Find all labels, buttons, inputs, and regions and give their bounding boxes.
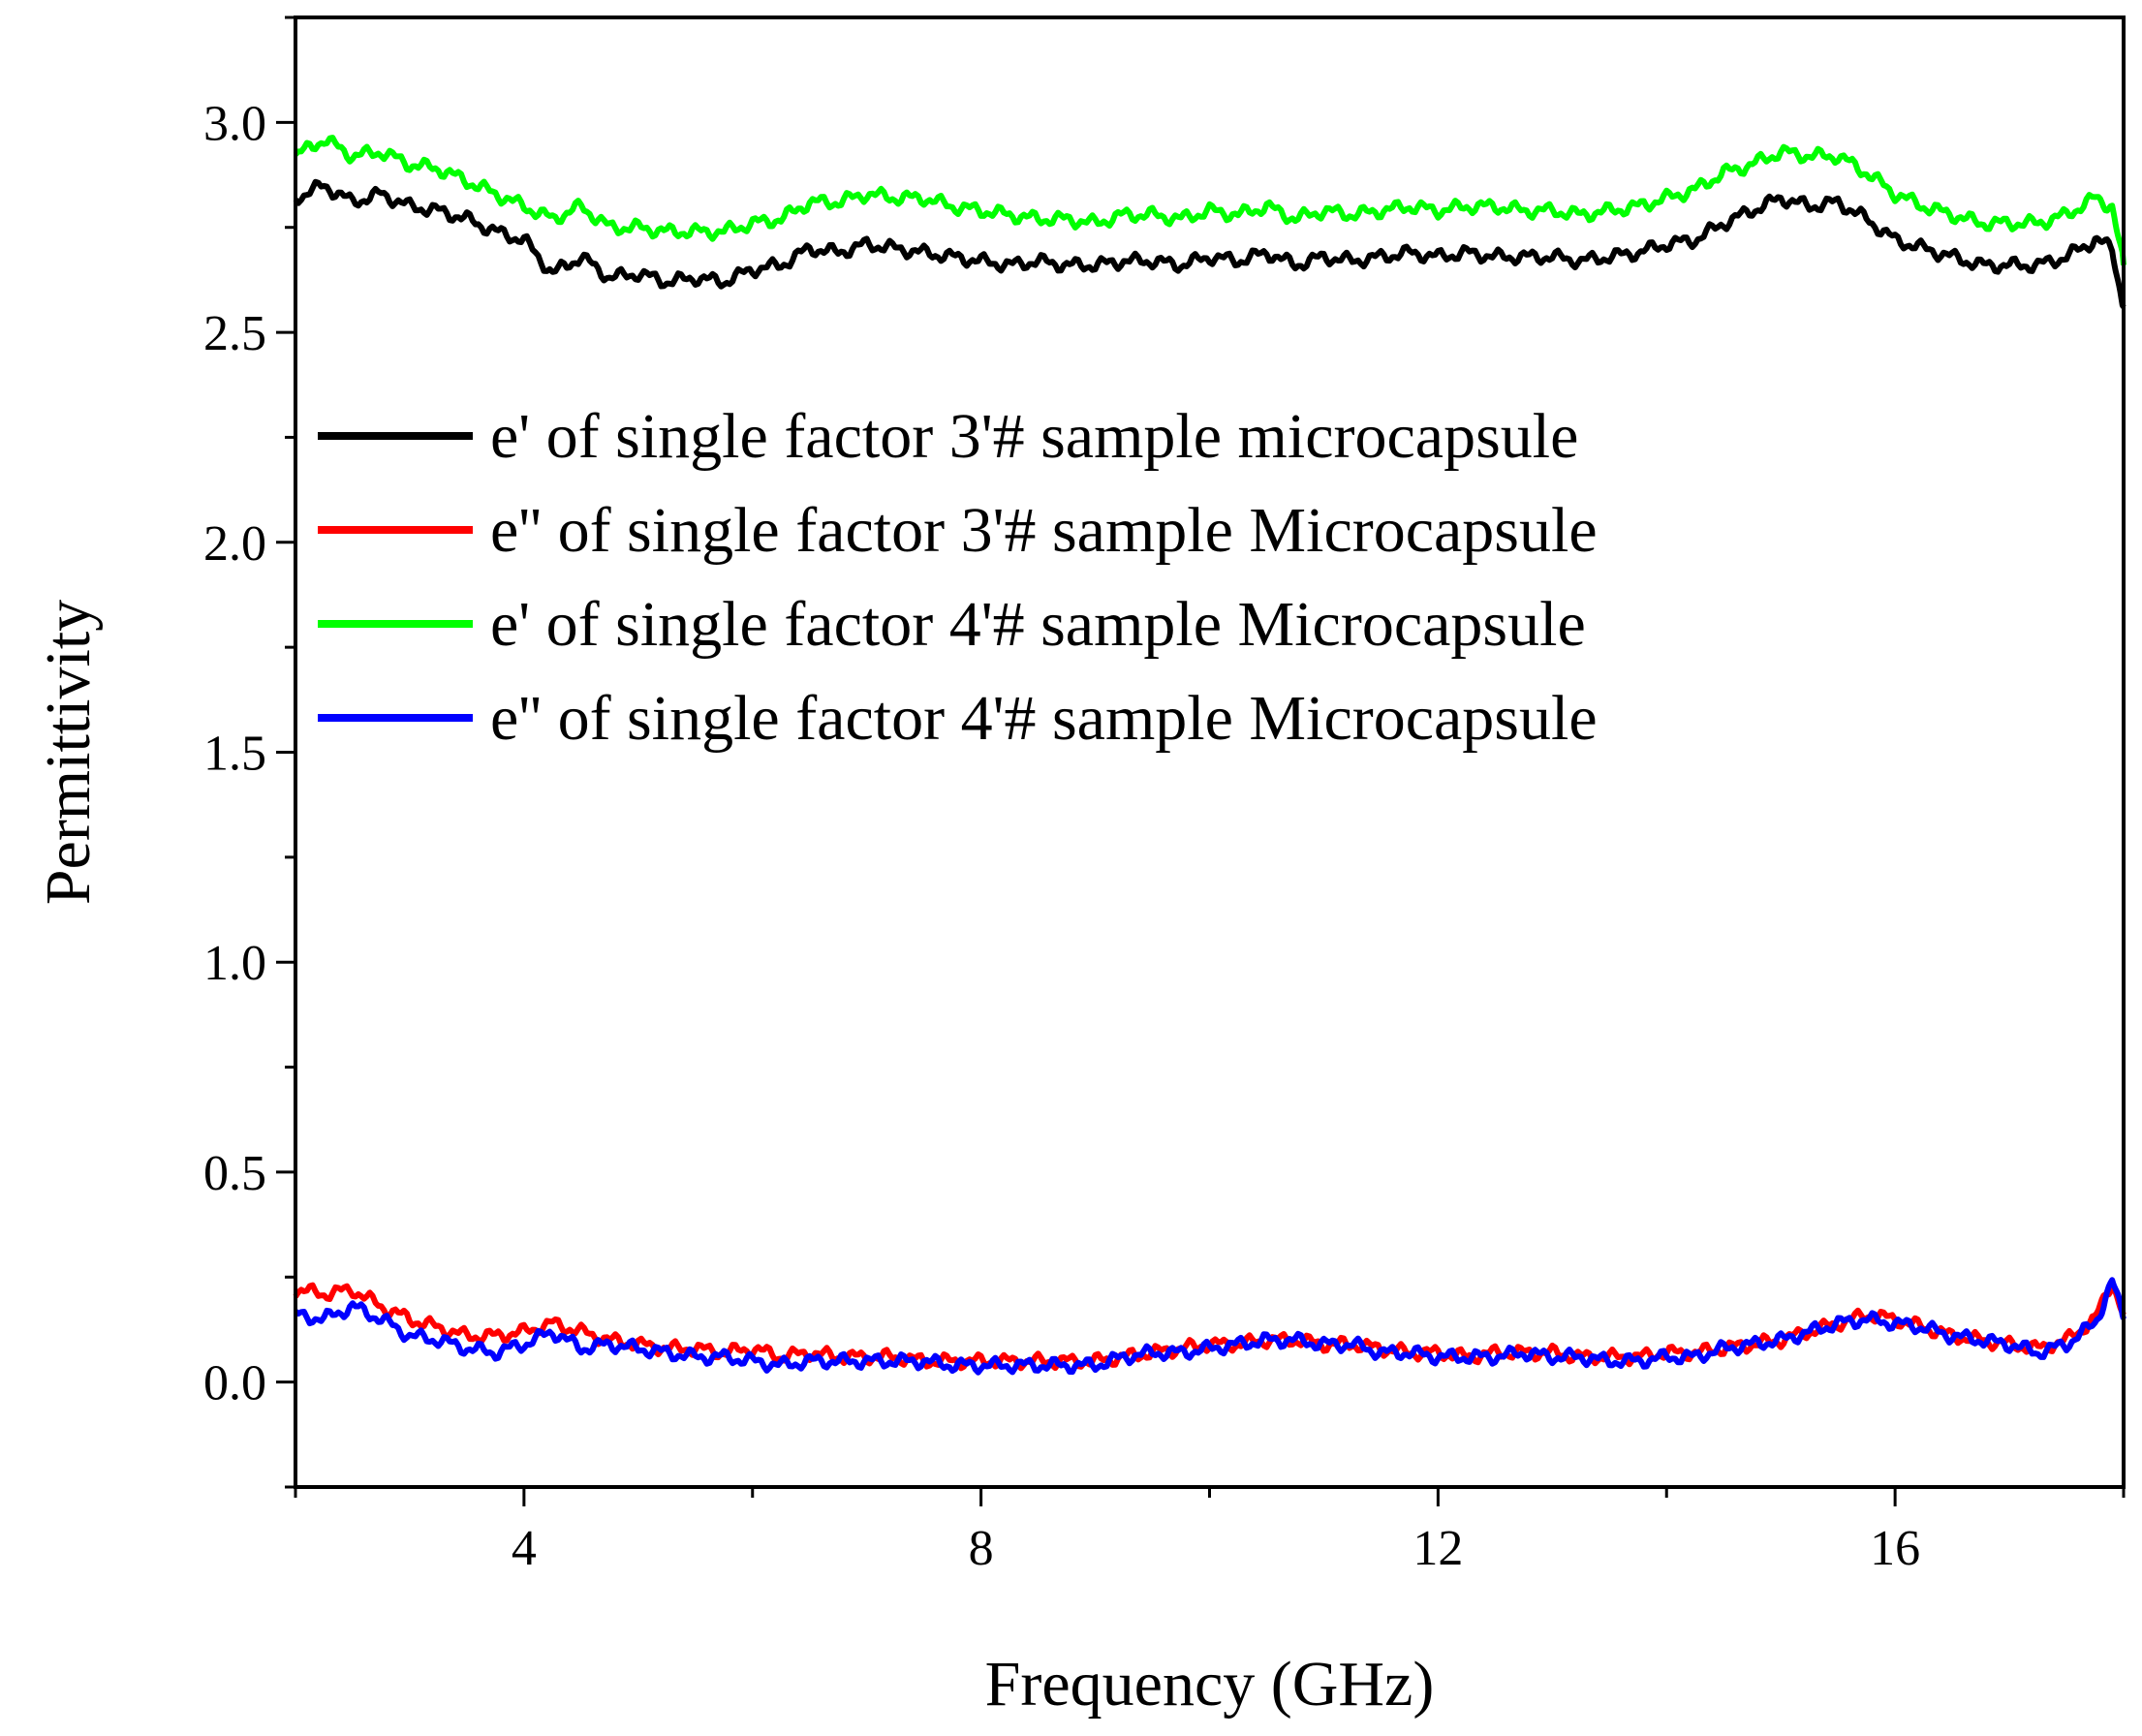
- x-tick-label: 4: [512, 1521, 537, 1576]
- x-tick-label: 16: [1870, 1521, 1920, 1576]
- y-tick-label: 1.0: [203, 936, 266, 991]
- y-tick-label: 1.5: [203, 727, 266, 782]
- series-line-1: [293, 178, 2126, 309]
- x-axis: 4 8 12 16: [294, 1487, 2126, 1576]
- x-tick-label: 8: [969, 1521, 994, 1576]
- series-line-2: [293, 1282, 2126, 1372]
- y-axis-title: Permittivity: [33, 600, 104, 905]
- y-tick-label: 0.5: [203, 1146, 266, 1201]
- legend: e' of single factor 3'# sample microcaps…: [318, 401, 1598, 754]
- y-tick-label: 2.5: [203, 306, 266, 361]
- y-tick-label: 0.0: [203, 1356, 266, 1411]
- legend-label-1: e' of single factor 3'# sample microcaps…: [490, 401, 1578, 472]
- series-line-3: [293, 135, 2126, 265]
- y-tick-label: 3.0: [203, 96, 266, 151]
- legend-label-3: e' of single factor 4'# sample Microcaps…: [490, 589, 1586, 660]
- series-line-4: [294, 1277, 2126, 1376]
- legend-label-2: e'' of single factor 3'# sample Microcap…: [490, 495, 1598, 566]
- y-axis: 0.0 0.5 1.0 1.5 2.0 2.5 3.0: [203, 16, 295, 1489]
- x-tick-label: 12: [1412, 1521, 1463, 1576]
- legend-label-4: e'' of single factor 4'# sample Microcap…: [490, 683, 1598, 754]
- y-tick-label: 2.0: [203, 516, 266, 572]
- x-axis-title: Frequency (GHz): [985, 1649, 1435, 1720]
- series-layer: [293, 135, 2126, 1376]
